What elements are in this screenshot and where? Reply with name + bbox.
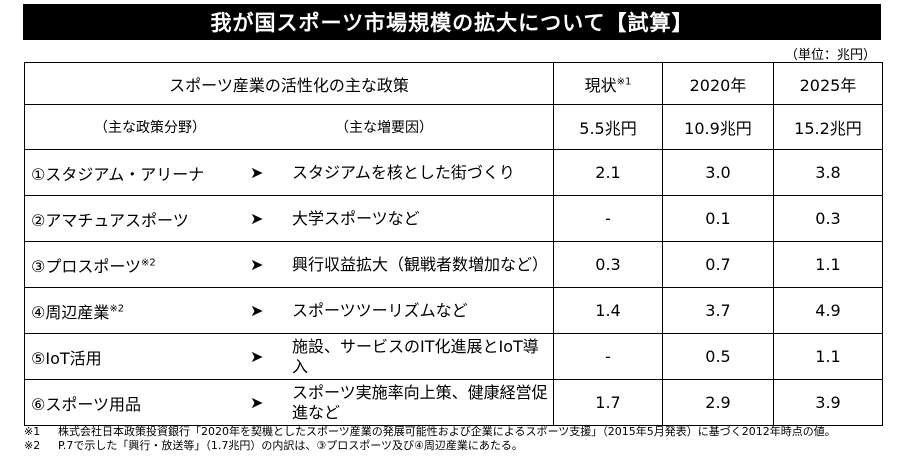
arrow-icon: ➤: [250, 301, 264, 320]
value-2020: 3.7: [662, 287, 774, 334]
subheader-area: （主な政策分野）: [94, 120, 206, 136]
table-row: ②アマチュアスポーツ ➤ 大学スポーツなど -0.1 0.3: [24, 195, 883, 242]
value-2025: 1.1: [773, 333, 883, 380]
policy-cell: ⑥スポーツ用品 ➤ スポーツ実施率向上策、健康経営促進など: [24, 379, 554, 426]
unit-note: （単位：兆円）: [784, 48, 876, 63]
value-2025: 0.3: [773, 195, 883, 242]
value-2025: 3.9: [773, 379, 883, 426]
policy-area-label: ③プロスポーツ: [31, 256, 142, 276]
policy-cell: ③プロスポーツ※2 ➤ 興行収益拡大（観戦者数増加など）: [24, 241, 554, 288]
growth-factor: スポーツツーリズムなど: [292, 300, 468, 320]
value-2020: 0.7: [662, 241, 774, 288]
growth-factor: スタジアムを核とした街づくり: [292, 162, 515, 182]
value-2020: 0.5: [662, 333, 774, 380]
header-2025: 2025年: [773, 62, 883, 105]
policy-area: ④周辺産業※2: [25, 299, 250, 323]
policy-area-footnote-mark: ※2: [141, 257, 156, 269]
total-now: 5.5兆円: [553, 104, 663, 150]
footnote-mark: ※1: [24, 425, 41, 438]
policy-area: ⑤IoT活用: [25, 345, 250, 369]
policy-cell: ②アマチュアスポーツ ➤ 大学スポーツなど: [24, 195, 554, 242]
value-2020: 2.9: [662, 379, 774, 426]
value-now: 2.1: [553, 149, 663, 196]
table-header-row: スポーツ産業の活性化の主な政策 現状※1 2020年 2025年: [24, 62, 883, 105]
footnote-2: ※2 P.7で示した「興行・放送等」（1.7兆円）の内訳は、③プロスポーツ及び④…: [24, 439, 884, 453]
table-row: ①スタジアム・アリーナ ➤ スタジアムを核とした街づくり 2.1 3.0 3.8: [24, 149, 883, 196]
arrow-icon: ➤: [250, 393, 264, 412]
footnote-mark: ※2: [24, 439, 41, 452]
arrow-icon: ➤: [250, 163, 264, 182]
header-now-footnote-mark: ※1: [616, 76, 632, 88]
subheader-factor: （主な増要因）: [335, 120, 433, 136]
value-2025: 1.1: [773, 241, 883, 288]
total-2020: 10.9兆円: [662, 104, 774, 150]
value-now: -: [553, 333, 663, 380]
policy-area-label: ④周辺産業: [31, 302, 110, 322]
header-2020: 2020年: [662, 62, 774, 105]
table-subheader-row: （主な政策分野） （主な増要因） 5.5兆円 10.9兆円 15.2兆円: [24, 104, 883, 150]
header-policy: スポーツ産業の活性化の主な政策: [24, 62, 554, 105]
value-2025: 4.9: [773, 287, 883, 334]
header-now-label: 現状: [584, 75, 617, 95]
value-now: -: [553, 195, 663, 242]
policy-area-label: ②アマチュアスポーツ: [31, 210, 189, 230]
page-title: 我が国スポーツ市場規模の拡大について【試算】: [23, 4, 881, 40]
policy-area: ②アマチュアスポーツ: [25, 207, 250, 231]
policy-cell: ④周辺産業※2 ➤ スポーツツーリズムなど: [24, 287, 554, 334]
footnote-1: ※1 株式会社日本政策投資銀行「2020年を契機としたスポーツ産業の発展可能性お…: [24, 425, 884, 439]
arrow-icon: ➤: [250, 255, 264, 274]
market-size-table: スポーツ産業の活性化の主な政策 現状※1 2020年 2025年 （主な政策分野…: [24, 62, 883, 426]
policy-area-label: ⑥スポーツ用品: [31, 394, 142, 414]
header-now: 現状※1: [553, 62, 663, 105]
footnotes: ※1 株式会社日本政策投資銀行「2020年を契機としたスポーツ産業の発展可能性お…: [24, 425, 884, 453]
policy-area: ⑥スポーツ用品: [25, 391, 250, 415]
policy-area-label: ⑤IoT活用: [31, 348, 102, 368]
policy-area: ③プロスポーツ※2: [25, 253, 250, 277]
arrow-icon: ➤: [250, 209, 264, 228]
policy-area: ①スタジアム・アリーナ: [25, 161, 250, 185]
policy-cell: ①スタジアム・アリーナ ➤ スタジアムを核とした街づくり: [24, 149, 554, 196]
footnote-text: 株式会社日本政策投資銀行「2020年を契機としたスポーツ産業の発展可能性および企…: [58, 425, 836, 438]
policy-area-label: ①スタジアム・アリーナ: [31, 164, 205, 184]
table-row: ⑥スポーツ用品 ➤ スポーツ実施率向上策、健康経営促進など 1.7 2.9 3.9: [24, 379, 883, 426]
table-row: ④周辺産業※2 ➤ スポーツツーリズムなど 1.4 3.7 4.9: [24, 287, 883, 334]
value-now: 1.7: [553, 379, 663, 426]
policy-cell: ⑤IoT活用 ➤ 施設、サービスのIT化進展とIoT導入: [24, 333, 554, 380]
table-row: ③プロスポーツ※2 ➤ 興行収益拡大（観戦者数増加など） 0.3 0.7 1.1: [24, 241, 883, 288]
total-2025: 15.2兆円: [773, 104, 883, 150]
value-2020: 0.1: [662, 195, 774, 242]
growth-factor: 大学スポーツなど: [292, 208, 420, 228]
value-2025: 3.8: [773, 149, 883, 196]
policy-area-footnote-mark: ※2: [109, 303, 125, 315]
value-2020: 3.0: [662, 149, 774, 196]
growth-factor: 施設、サービスのIT化進展とIoT導入: [292, 336, 539, 376]
value-now: 0.3: [553, 241, 663, 288]
footnote-text: P.7で示した「興行・放送等」（1.7兆円）の内訳は、③プロスポーツ及び④周辺産…: [58, 439, 523, 452]
table-row: ⑤IoT活用 ➤ 施設、サービスのIT化進展とIoT導入 -0.5 1.1: [24, 333, 883, 380]
arrow-icon: ➤: [250, 347, 264, 366]
subheader-policy: （主な政策分野） （主な増要因）: [24, 104, 554, 150]
value-now: 1.4: [553, 287, 663, 334]
growth-factor: スポーツ実施率向上策、健康経営促進など: [292, 382, 548, 422]
growth-factor: 興行収益拡大（観戦者数増加など）: [292, 254, 549, 274]
